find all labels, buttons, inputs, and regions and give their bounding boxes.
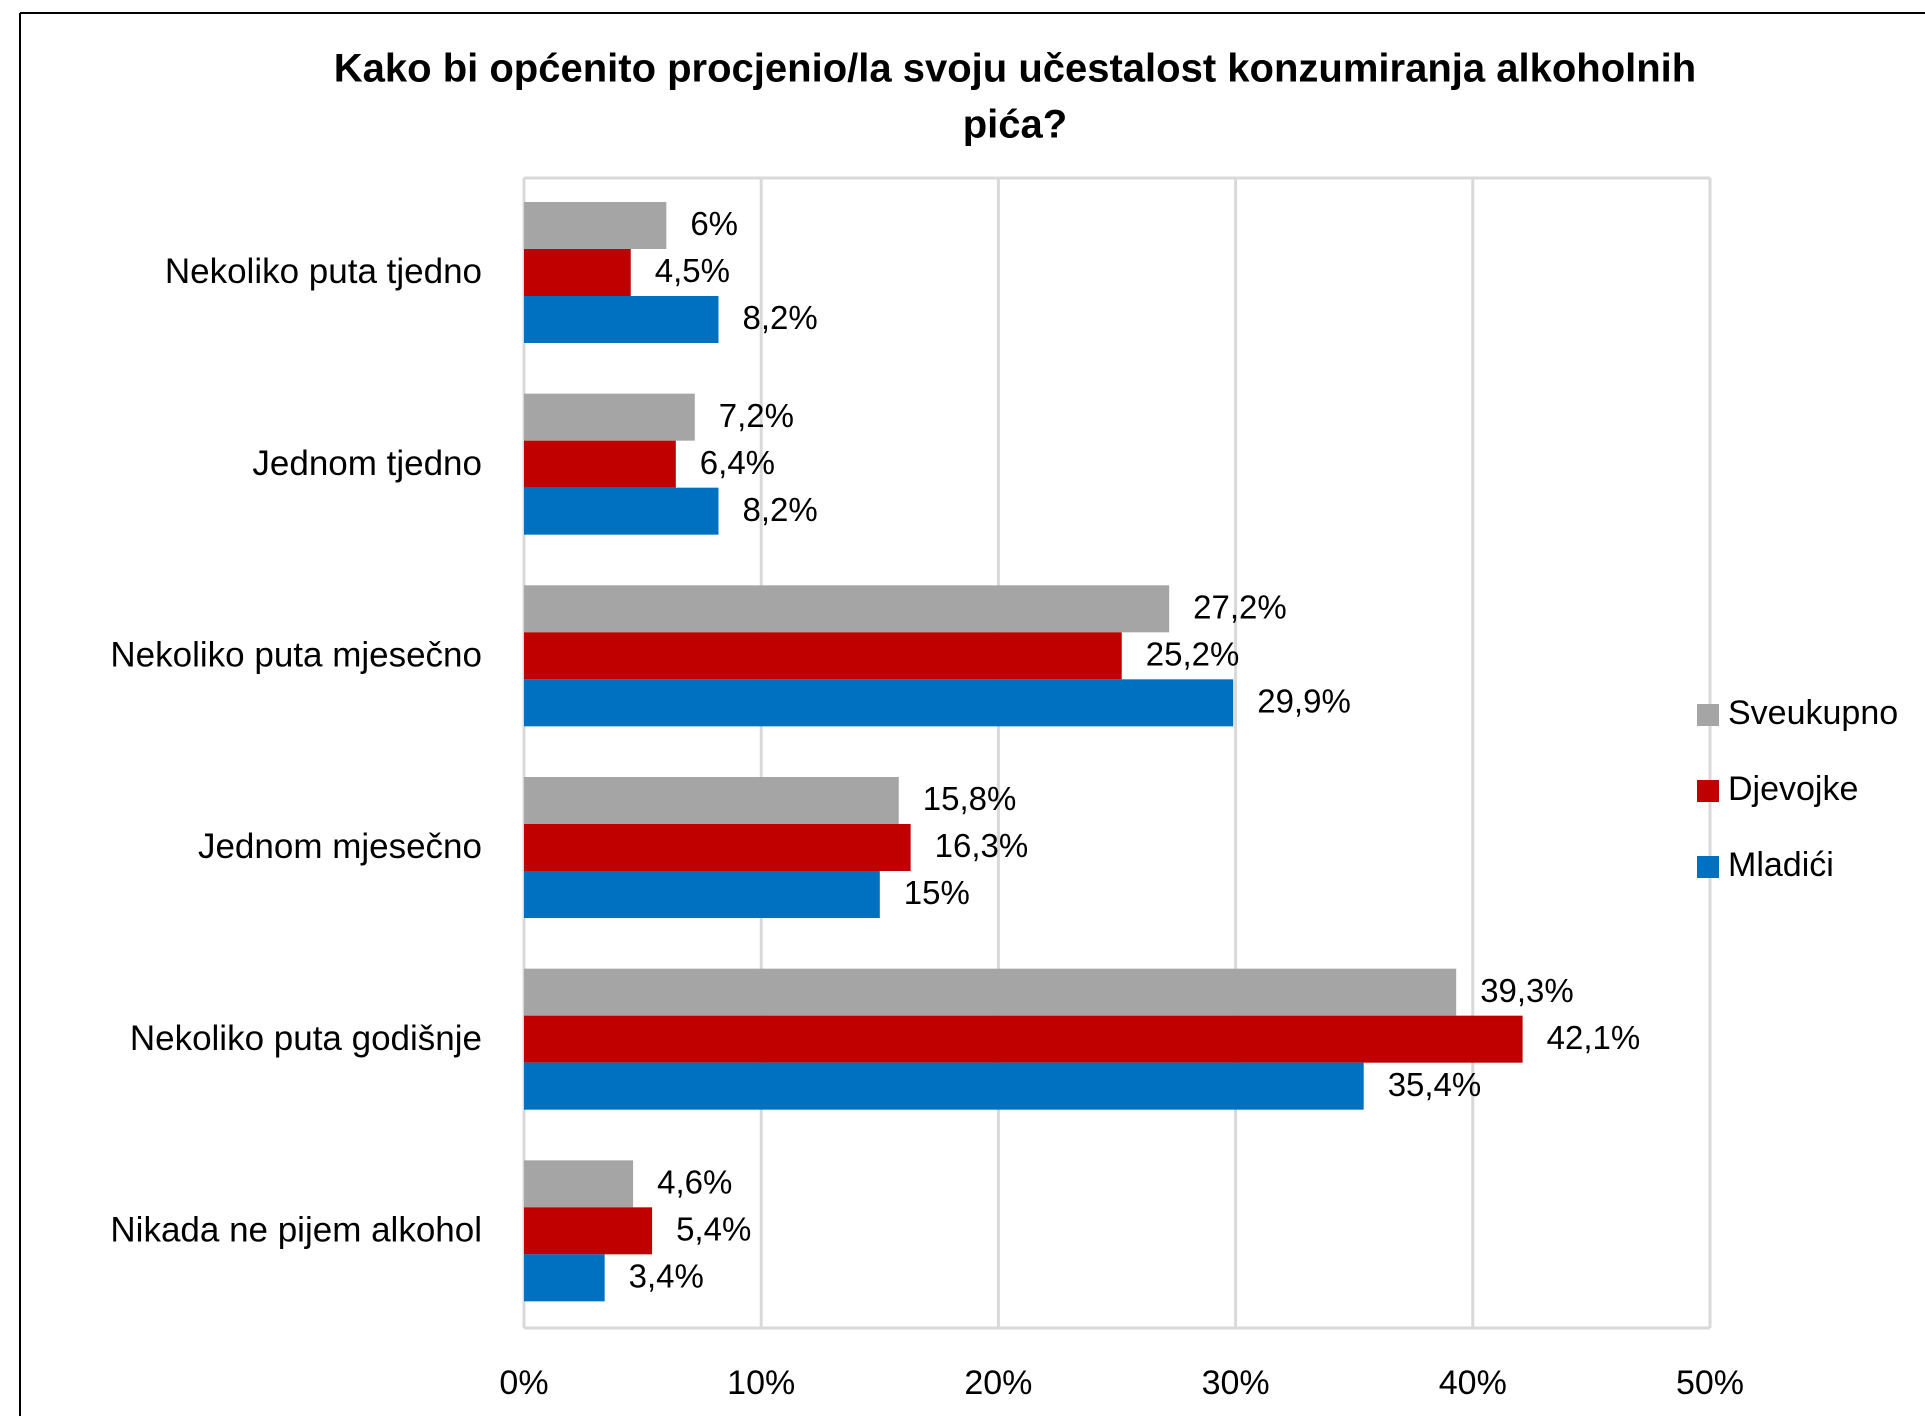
x-tick-label: 0%	[499, 1364, 548, 1402]
bar	[524, 1254, 605, 1302]
bar	[524, 1207, 653, 1255]
data-label: 8,2%	[743, 491, 818, 528]
data-label: 16,3%	[935, 827, 1029, 864]
y-tick-label: Jednom tjedno	[252, 444, 482, 483]
data-label: 3,4%	[629, 1258, 704, 1295]
bar	[524, 968, 1457, 1016]
legend-label: Mladići	[1728, 846, 1834, 884]
legend-swatch	[1697, 780, 1719, 802]
bar	[524, 487, 719, 535]
data-label: 27,2%	[1193, 589, 1287, 626]
legend-label: Djevojke	[1728, 770, 1858, 808]
bar	[524, 585, 1170, 633]
bar	[524, 679, 1234, 727]
x-tick-label: 40%	[1439, 1364, 1507, 1402]
data-label: 5,4%	[676, 1211, 751, 1248]
data-label: 35,4%	[1388, 1066, 1482, 1103]
x-tick-label: 30%	[1202, 1364, 1270, 1402]
bar	[524, 393, 695, 441]
data-label: 6,4%	[700, 444, 775, 481]
data-label: 6%	[690, 205, 738, 242]
data-label: 8,2%	[743, 299, 818, 336]
x-tick-label: 20%	[964, 1364, 1032, 1402]
bar	[524, 871, 880, 918]
bar	[524, 1160, 634, 1208]
bar	[524, 632, 1122, 680]
x-tick-label: 10%	[727, 1364, 795, 1402]
y-tick-label: Nikada ne pijem alkohol	[110, 1210, 482, 1249]
legend-swatch	[1697, 856, 1719, 878]
data-label: 39,3%	[1480, 972, 1574, 1009]
y-tick-label: Nekoliko puta mjesečno	[110, 635, 482, 674]
data-label: 29,9%	[1257, 683, 1351, 720]
y-tick-label: Nekoliko puta tjedno	[165, 252, 482, 291]
bar	[524, 1062, 1364, 1110]
chart-title: pića?	[963, 103, 1067, 147]
bar	[524, 296, 719, 343]
data-label: 4,5%	[655, 252, 730, 289]
bar	[524, 824, 911, 871]
data-label: 7,2%	[719, 397, 794, 434]
data-label: 4,6%	[657, 1164, 732, 1201]
bar	[524, 1015, 1523, 1063]
y-tick-label: Nekoliko puta godišnje	[130, 1019, 482, 1058]
legend-swatch	[1697, 704, 1719, 726]
legend-label: Sveukupno	[1728, 694, 1898, 732]
data-label: 15,8%	[923, 780, 1017, 817]
bar	[524, 249, 631, 296]
bar	[524, 440, 676, 488]
data-label: 42,1%	[1547, 1019, 1641, 1056]
data-label: 25,2%	[1146, 636, 1240, 673]
bar	[524, 777, 899, 824]
y-tick-label: Jednom mjesečno	[198, 827, 482, 866]
bar	[524, 202, 667, 249]
x-tick-label: 50%	[1676, 1364, 1744, 1402]
chart-title: Kako bi općenito procjenio/la svoju učes…	[334, 47, 1696, 91]
data-label: 15%	[904, 874, 970, 911]
